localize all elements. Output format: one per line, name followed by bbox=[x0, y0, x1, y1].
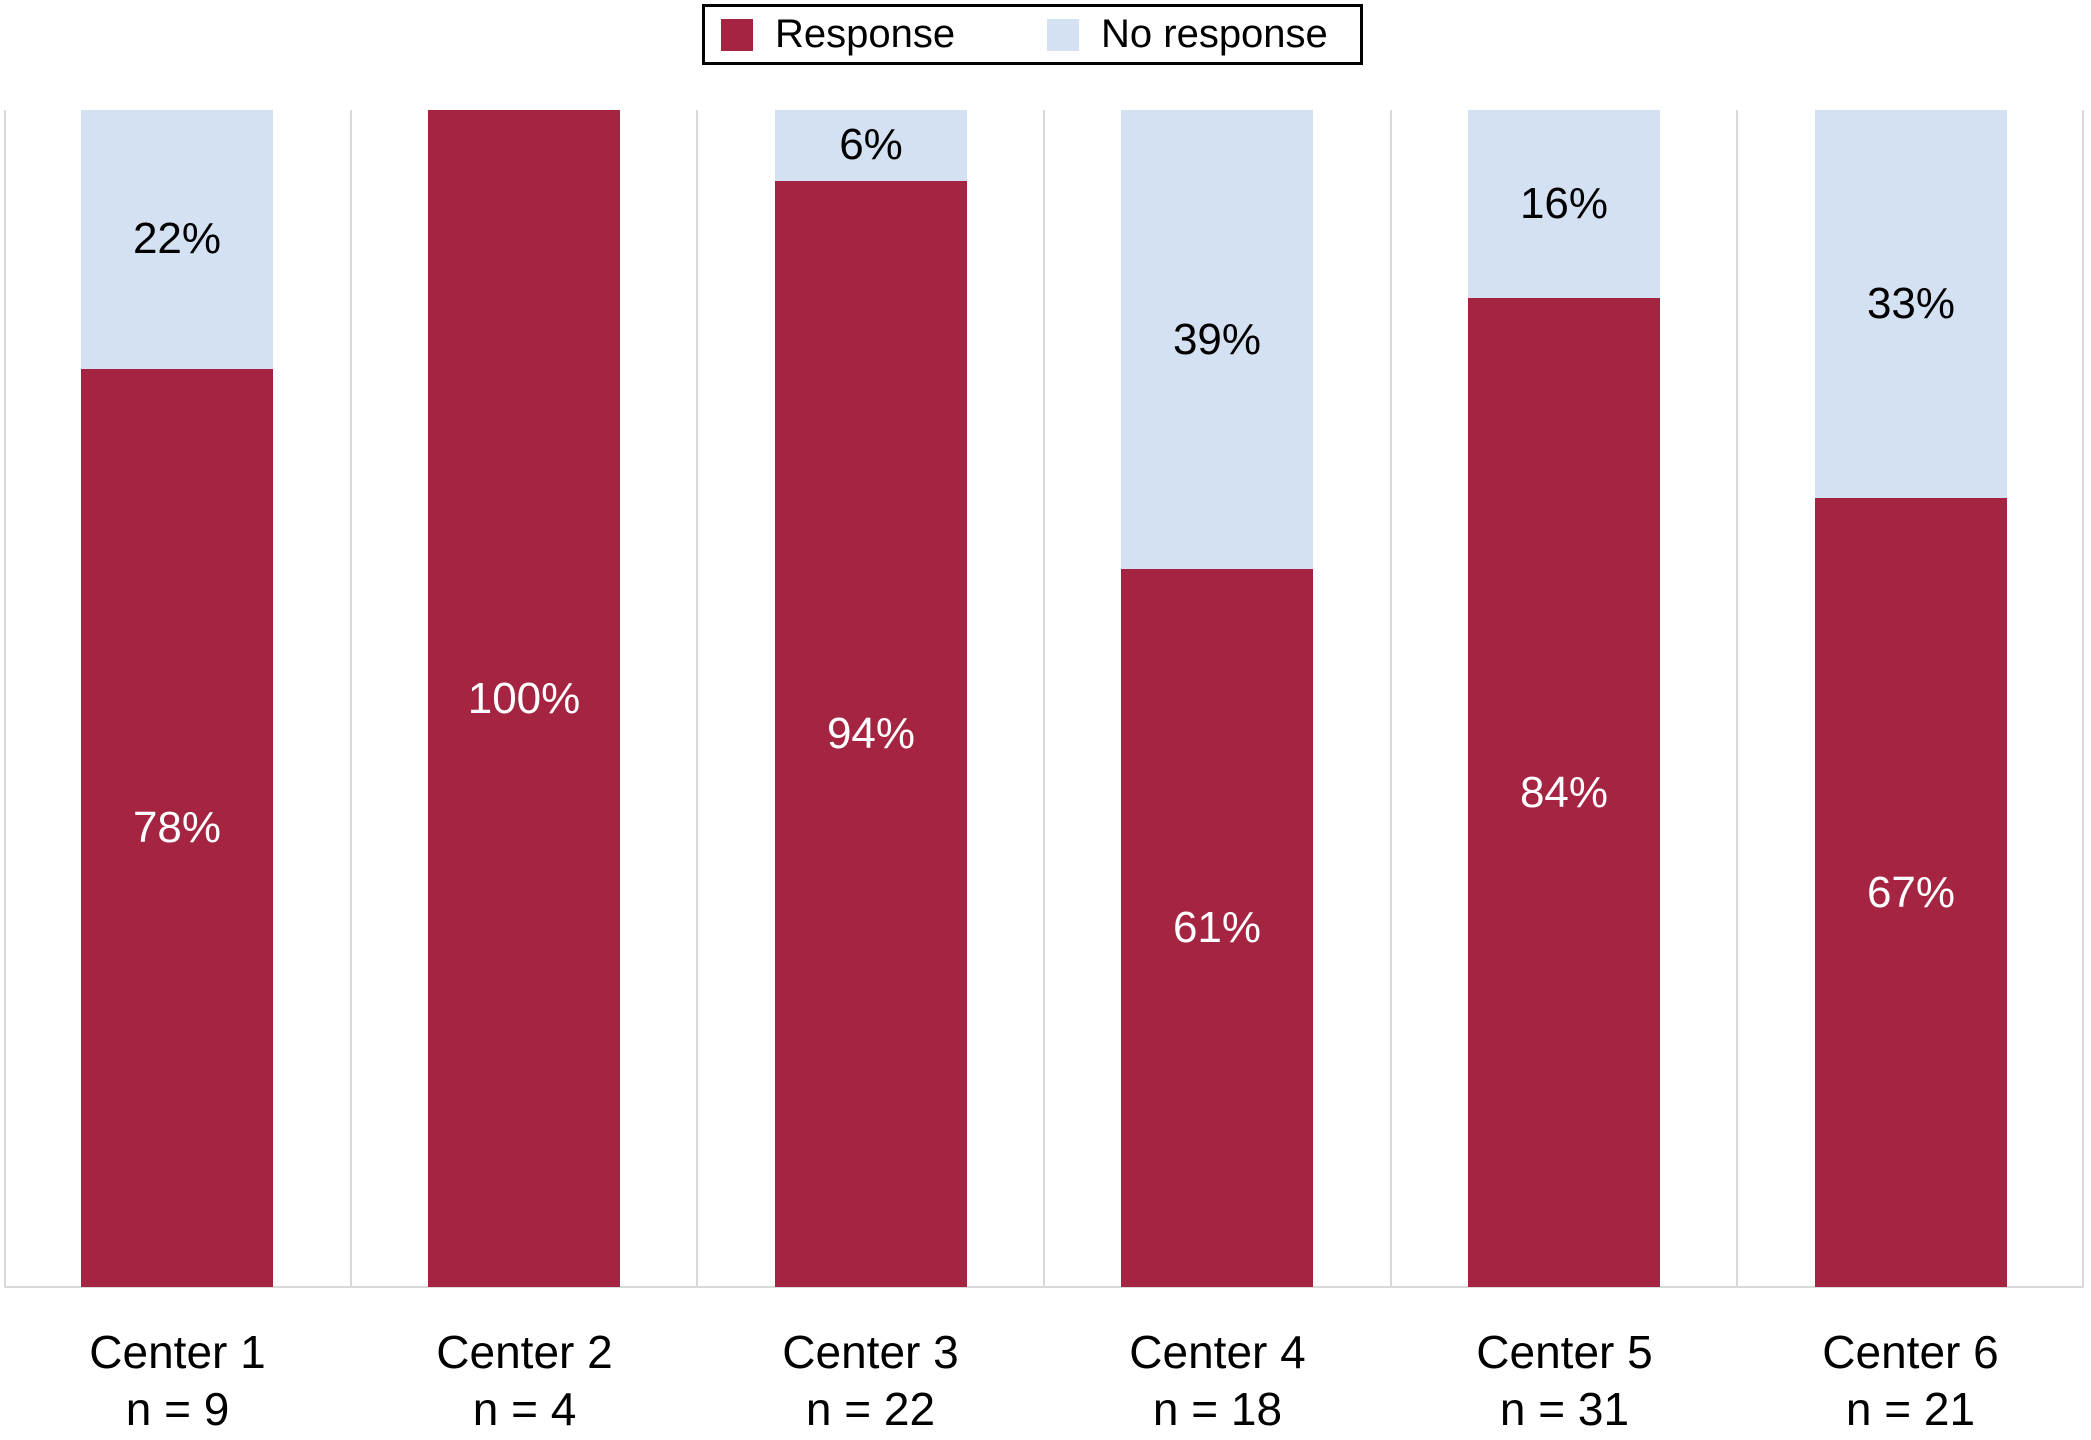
category-name: Center 4 bbox=[1129, 1326, 1306, 1378]
no-response-value-label: 6% bbox=[839, 120, 903, 170]
category-sample-size: n = 4 bbox=[472, 1383, 577, 1435]
segment-no-response: 16% bbox=[1468, 110, 1660, 299]
chart-legend: Response No response bbox=[702, 4, 1363, 65]
category-name: Center 3 bbox=[782, 1326, 959, 1378]
segment-response: 84% bbox=[1468, 298, 1660, 1287]
plot-area: 22% 78% 100% 6% 94% 39% 61% 16% 84% 33% 67% bbox=[4, 110, 2084, 1288]
category-name: Center 5 bbox=[1476, 1326, 1653, 1378]
legend-item-response: Response bbox=[721, 7, 955, 62]
response-value-label: 67% bbox=[1866, 867, 1956, 917]
bar-center-3: 6% 94% bbox=[775, 110, 967, 1287]
legend-label-response: Response bbox=[775, 12, 956, 56]
segment-response: 61% bbox=[1121, 569, 1313, 1287]
segment-response: 78% bbox=[81, 368, 273, 1287]
legend-label-no-response: No response bbox=[1101, 12, 1328, 56]
response-value-label: 100% bbox=[467, 673, 581, 723]
gridline bbox=[2082, 110, 2084, 1287]
response-value-label: 84% bbox=[1519, 767, 1609, 817]
gridline bbox=[696, 110, 698, 1287]
x-axis-line bbox=[4, 1286, 2084, 1288]
response-value-label: 61% bbox=[1172, 903, 1262, 952]
bar-center-2: 100% bbox=[428, 110, 620, 1287]
bar-center-5: 16% 84% bbox=[1468, 110, 1660, 1287]
no-response-swatch-icon bbox=[1047, 18, 1079, 51]
gridline bbox=[1043, 110, 1045, 1287]
bar-center-1: 22% 78% bbox=[81, 110, 273, 1287]
gridline bbox=[1736, 110, 1738, 1287]
segment-response: 94% bbox=[775, 180, 967, 1287]
category-sample-size: n = 9 bbox=[125, 1383, 230, 1435]
category-name: Center 6 bbox=[1822, 1326, 1999, 1378]
gridline bbox=[4, 110, 6, 1287]
category-sample-size: n = 18 bbox=[1152, 1383, 1283, 1435]
gridline bbox=[1390, 110, 1392, 1287]
category-sample-size: n = 21 bbox=[1845, 1383, 1976, 1435]
category-name: Center 1 bbox=[89, 1326, 266, 1378]
no-response-value-label: 22% bbox=[132, 214, 222, 264]
response-swatch-icon bbox=[721, 18, 753, 51]
segment-no-response: 22% bbox=[81, 110, 273, 369]
segment-no-response: 33% bbox=[1815, 110, 2007, 499]
bar-center-6: 33% 67% bbox=[1815, 110, 2007, 1287]
no-response-value-label: 39% bbox=[1172, 314, 1262, 364]
response-value-label: 94% bbox=[826, 708, 916, 758]
legend-item-no-response: No response bbox=[1047, 7, 1328, 62]
gridline bbox=[350, 110, 352, 1287]
category-sample-size: n = 31 bbox=[1499, 1383, 1630, 1435]
segment-no-response: 39% bbox=[1121, 110, 1313, 570]
segment-response: 67% bbox=[1815, 498, 2007, 1287]
category-sample-size: n = 22 bbox=[805, 1383, 936, 1435]
segment-no-response: 6% bbox=[775, 110, 967, 181]
no-response-value-label: 33% bbox=[1866, 279, 1956, 329]
category-name: Center 2 bbox=[436, 1326, 613, 1378]
bar-center-4: 39% 61% bbox=[1121, 110, 1313, 1287]
segment-response: 100% bbox=[428, 110, 620, 1287]
response-value-label: 78% bbox=[132, 802, 222, 852]
no-response-value-label: 16% bbox=[1519, 179, 1609, 229]
